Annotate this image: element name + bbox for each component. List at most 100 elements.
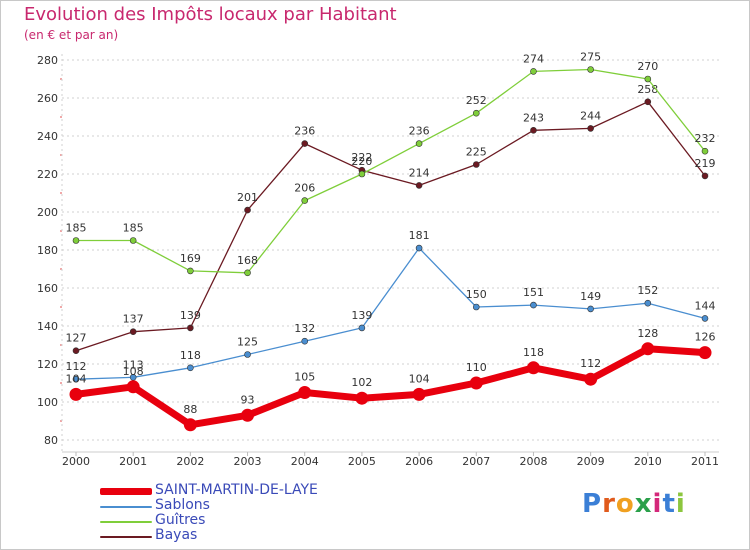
y-tick-label: 100 <box>37 396 58 409</box>
series-line <box>75 247 706 380</box>
data-point <box>644 98 652 106</box>
logo-letter: i <box>652 489 663 519</box>
legend-label: SAINT-MARTIN-DE-LAYE <box>155 482 318 498</box>
data-label: 110 <box>466 361 487 374</box>
data-point <box>587 125 594 132</box>
data-point <box>701 172 709 180</box>
data-point <box>530 68 537 75</box>
data-point <box>698 346 712 360</box>
data-point <box>472 303 480 311</box>
proxiti-logo: Proxiti <box>582 489 686 519</box>
data-label: 112 <box>580 357 601 370</box>
legend-swatch <box>100 488 152 495</box>
x-tick-label: 2009 <box>577 455 605 468</box>
y-tick-label: 140 <box>37 320 58 333</box>
data-label: 151 <box>523 286 544 299</box>
data-label: 127 <box>66 332 87 345</box>
data-label: 236 <box>409 125 430 138</box>
legend-swatch <box>100 521 152 523</box>
data-label: 93 <box>241 393 255 406</box>
data-point <box>587 305 594 313</box>
data-label: 88 <box>183 403 197 416</box>
y-tick-label: 200 <box>37 206 58 219</box>
x-tick-label: 2003 <box>234 455 262 468</box>
series-line <box>75 101 706 352</box>
data-label: 144 <box>695 299 716 312</box>
data-point <box>244 351 251 358</box>
legend-swatch <box>100 506 152 508</box>
data-point <box>412 387 426 401</box>
data-label: 112 <box>66 360 87 373</box>
x-tick-label: 2011 <box>691 455 719 468</box>
data-label: 113 <box>123 358 144 371</box>
data-point <box>415 140 423 147</box>
data-label: 219 <box>695 157 716 170</box>
data-label: 108 <box>123 365 144 378</box>
series-gu-tres: 185 185 169 168 206 220 236 252 274 275 270 232 <box>66 51 716 277</box>
data-point <box>129 237 137 244</box>
data-point <box>526 361 540 375</box>
y-tick-label: 80 <box>44 434 58 447</box>
data-point <box>69 387 83 401</box>
y-tick-label: 280 <box>37 54 58 67</box>
data-point <box>472 161 480 168</box>
data-label: 185 <box>66 222 87 235</box>
data-label: 139 <box>351 309 372 322</box>
data-point <box>301 197 309 204</box>
data-point <box>641 342 655 356</box>
logo-letter: x <box>634 489 653 519</box>
chart-subtitle: (en € et par an) <box>24 28 119 42</box>
logo-letter: i <box>675 489 686 519</box>
data-point <box>701 315 709 322</box>
series-saint-martin-de-laye: 104 108 88 93 105 102 104 110 118 112 128 126 <box>66 327 716 432</box>
logo-letter: t <box>662 489 676 519</box>
data-label: 128 <box>637 327 658 340</box>
data-point <box>72 375 80 383</box>
data-label: 252 <box>466 94 487 107</box>
data-point <box>183 418 197 432</box>
x-tick-label: 2006 <box>405 455 433 468</box>
data-label: 243 <box>523 111 544 124</box>
series-sablons: 112 113 118 125 132 139 181 150 151 149 152 144 <box>66 229 716 383</box>
data-point <box>530 127 537 134</box>
data-label: 102 <box>351 376 372 389</box>
data-point <box>126 380 140 394</box>
data-label: 118 <box>180 349 201 362</box>
data-point <box>644 75 652 83</box>
data-point <box>644 299 652 307</box>
data-label: 274 <box>523 52 544 65</box>
logo-letter: P <box>582 489 603 519</box>
data-label: 270 <box>637 60 658 73</box>
data-label: 236 <box>294 125 315 138</box>
data-point <box>415 244 423 252</box>
data-label: 104 <box>409 372 430 385</box>
data-label: 168 <box>237 254 258 267</box>
x-tick-label: 2010 <box>634 455 662 468</box>
data-label: 201 <box>237 191 258 204</box>
data-label: 149 <box>580 290 601 303</box>
data-point <box>358 324 366 332</box>
data-point <box>72 237 80 244</box>
data-point <box>301 140 309 147</box>
y-tick-label: 240 <box>37 130 58 143</box>
y-tick-label: 160 <box>37 282 58 295</box>
data-point <box>187 324 194 332</box>
data-point <box>415 182 423 189</box>
x-tick-label: 2001 <box>119 455 147 468</box>
y-tick-label: 260 <box>37 92 58 105</box>
logo-letter: o <box>615 489 635 519</box>
legend-label: Guîtres <box>155 512 206 528</box>
data-label: 132 <box>294 322 315 335</box>
data-label: 244 <box>580 109 601 122</box>
data-label: 214 <box>409 166 430 179</box>
chart-title: Evolution des Impôts locaux par Habitant <box>24 4 397 25</box>
data-point <box>355 391 369 405</box>
data-point <box>298 386 312 399</box>
x-tick-label: 2008 <box>519 455 547 468</box>
data-label: 125 <box>237 336 258 349</box>
data-label: 181 <box>409 229 430 242</box>
data-label: 275 <box>580 51 601 64</box>
data-label: 150 <box>466 288 487 301</box>
data-label: 169 <box>180 252 201 265</box>
